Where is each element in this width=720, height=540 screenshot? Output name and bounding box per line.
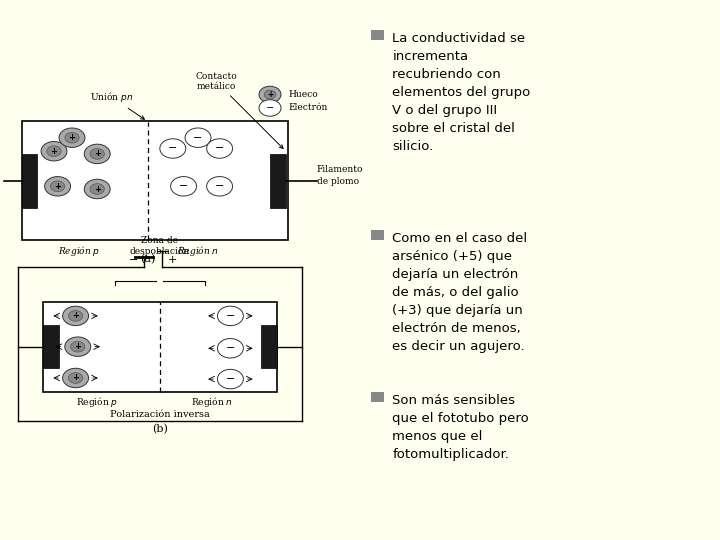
Text: −: − — [225, 343, 235, 353]
Circle shape — [71, 341, 85, 352]
Text: +: + — [50, 147, 58, 156]
Circle shape — [65, 337, 91, 356]
Text: Filamento
de plomo: Filamento de plomo — [317, 165, 364, 186]
Bar — [270, 154, 286, 208]
Text: Unión $pn$: Unión $pn$ — [90, 90, 145, 119]
Circle shape — [59, 128, 85, 147]
Text: +: + — [68, 133, 76, 142]
Text: Hueco: Hueco — [288, 90, 318, 99]
Circle shape — [259, 100, 281, 116]
Text: La conductividad se
incrementa
recubriendo con
elementos del grupo
V o del grupo: La conductividad se incrementa recubrien… — [392, 32, 531, 153]
Circle shape — [84, 179, 110, 199]
Text: −: − — [193, 133, 203, 143]
Circle shape — [63, 306, 89, 326]
Text: −: − — [179, 181, 189, 191]
Text: −: − — [225, 311, 235, 321]
Text: Electrón: Electrón — [288, 104, 328, 112]
Circle shape — [171, 177, 197, 196]
Text: Región $n$: Región $n$ — [177, 244, 219, 258]
Circle shape — [207, 177, 233, 196]
Text: Son más sensibles
que el fototubo pero
menos que el
fotomultiplicador.: Son más sensibles que el fototubo pero m… — [392, 394, 529, 461]
Circle shape — [264, 90, 276, 99]
Text: Zona de
despoblación: Zona de despoblación — [130, 236, 190, 256]
Text: (b): (b) — [152, 424, 168, 434]
Circle shape — [50, 181, 65, 192]
Circle shape — [68, 373, 83, 383]
Text: +: + — [54, 182, 61, 191]
Text: −: − — [128, 254, 138, 265]
Text: +: + — [267, 90, 273, 99]
Text: Como en el caso del
arsénico (+5) que
dejaría un electrón
de más, o del galio
(+: Como en el caso del arsénico (+5) que de… — [392, 232, 528, 353]
Bar — [371, 30, 384, 40]
Circle shape — [185, 128, 211, 147]
Circle shape — [47, 146, 61, 157]
Text: Región $p$: Región $p$ — [58, 244, 100, 258]
Text: Región $p$: Región $p$ — [76, 395, 118, 409]
Text: Contacto
metálico: Contacto metálico — [195, 72, 283, 148]
Circle shape — [217, 369, 243, 389]
Bar — [371, 392, 384, 402]
Circle shape — [65, 132, 79, 143]
Circle shape — [68, 310, 83, 321]
Text: +: + — [74, 342, 81, 351]
Text: −: − — [266, 103, 274, 113]
Bar — [22, 154, 37, 208]
Circle shape — [217, 339, 243, 358]
Circle shape — [84, 144, 110, 164]
Text: (a): (a) — [140, 254, 156, 264]
Text: −: − — [225, 374, 235, 384]
Bar — [22, 122, 288, 240]
Bar — [371, 230, 384, 240]
Circle shape — [259, 86, 281, 103]
Circle shape — [207, 139, 233, 158]
Bar — [43, 325, 59, 368]
Circle shape — [90, 184, 104, 194]
Circle shape — [90, 148, 104, 159]
Bar — [43, 302, 277, 392]
Text: +: + — [94, 150, 101, 158]
Text: +: + — [72, 312, 79, 320]
Text: −: − — [215, 181, 225, 191]
Circle shape — [63, 368, 89, 388]
Bar — [261, 325, 277, 368]
Circle shape — [45, 177, 71, 196]
Text: −: − — [168, 144, 178, 153]
Text: +: + — [94, 185, 101, 193]
Text: Polarización inversa: Polarización inversa — [110, 410, 210, 420]
Circle shape — [41, 141, 67, 161]
Text: Región $n$: Región $n$ — [192, 395, 233, 409]
Text: +: + — [168, 254, 178, 265]
Text: −: − — [215, 144, 225, 153]
Circle shape — [217, 306, 243, 326]
Circle shape — [160, 139, 186, 158]
Text: +: + — [72, 374, 79, 382]
